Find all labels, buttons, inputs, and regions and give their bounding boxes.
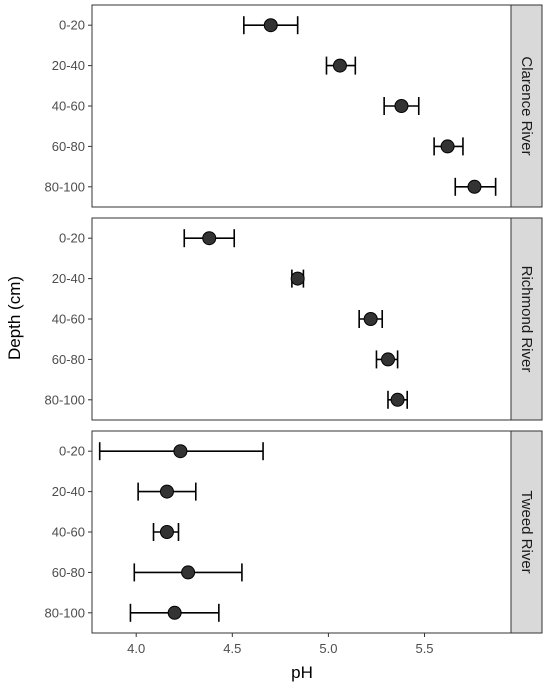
y-axis-title: Depth (cm) (5, 276, 24, 360)
y-tick-label: 60-80 (52, 565, 85, 580)
data-point (290, 271, 305, 286)
data-point (167, 605, 182, 620)
x-tick-label: 5.0 (319, 641, 337, 656)
x-tick-label: 5.5 (415, 641, 433, 656)
data-point (159, 525, 174, 539)
data-point (390, 392, 405, 407)
data-point (332, 58, 347, 73)
data-point (173, 444, 188, 459)
strip-tweed-river (510, 430, 543, 634)
panel-richmond-river (91, 217, 512, 421)
x-axis-title: pH (291, 663, 313, 682)
y-tick-label: 40-60 (52, 312, 85, 327)
y-tick-label: 0-20 (59, 444, 85, 459)
data-point (363, 312, 378, 326)
y-tick-label: 40-60 (52, 99, 85, 114)
panel-clarence-river (91, 4, 512, 208)
y-tick-label: 20-40 (52, 484, 85, 499)
y-tick-label: 80-100 (45, 605, 85, 620)
data-point (467, 179, 482, 194)
data-point (202, 231, 217, 246)
strip-label-richmond-river: Richmond River (518, 266, 535, 373)
y-tick-label: 60-80 (52, 139, 85, 154)
data-point (159, 484, 174, 499)
y-tick-label: 0-20 (59, 18, 85, 33)
strip-richmond-river (510, 217, 543, 421)
y-tick-label: 20-40 (52, 271, 85, 286)
y-tick-label: 80-100 (45, 179, 85, 194)
y-tick-label: 80-100 (45, 392, 85, 407)
strip-label-tweed-river: Tweed River (518, 490, 535, 573)
x-tick-label: 4.0 (127, 641, 145, 656)
data-point (263, 18, 278, 33)
y-tick-label: 60-80 (52, 352, 85, 367)
data-point (181, 565, 196, 580)
y-tick-label: 0-20 (59, 231, 85, 246)
strip-label-clarence-river: Clarence River (518, 56, 535, 155)
data-point (380, 352, 395, 367)
data-point (394, 99, 409, 113)
y-tick-label: 40-60 (52, 525, 85, 540)
strip-clarence-river (510, 4, 543, 208)
y-tick-label: 20-40 (52, 58, 85, 73)
data-point (440, 139, 455, 154)
x-tick-label: 4.5 (223, 641, 241, 656)
